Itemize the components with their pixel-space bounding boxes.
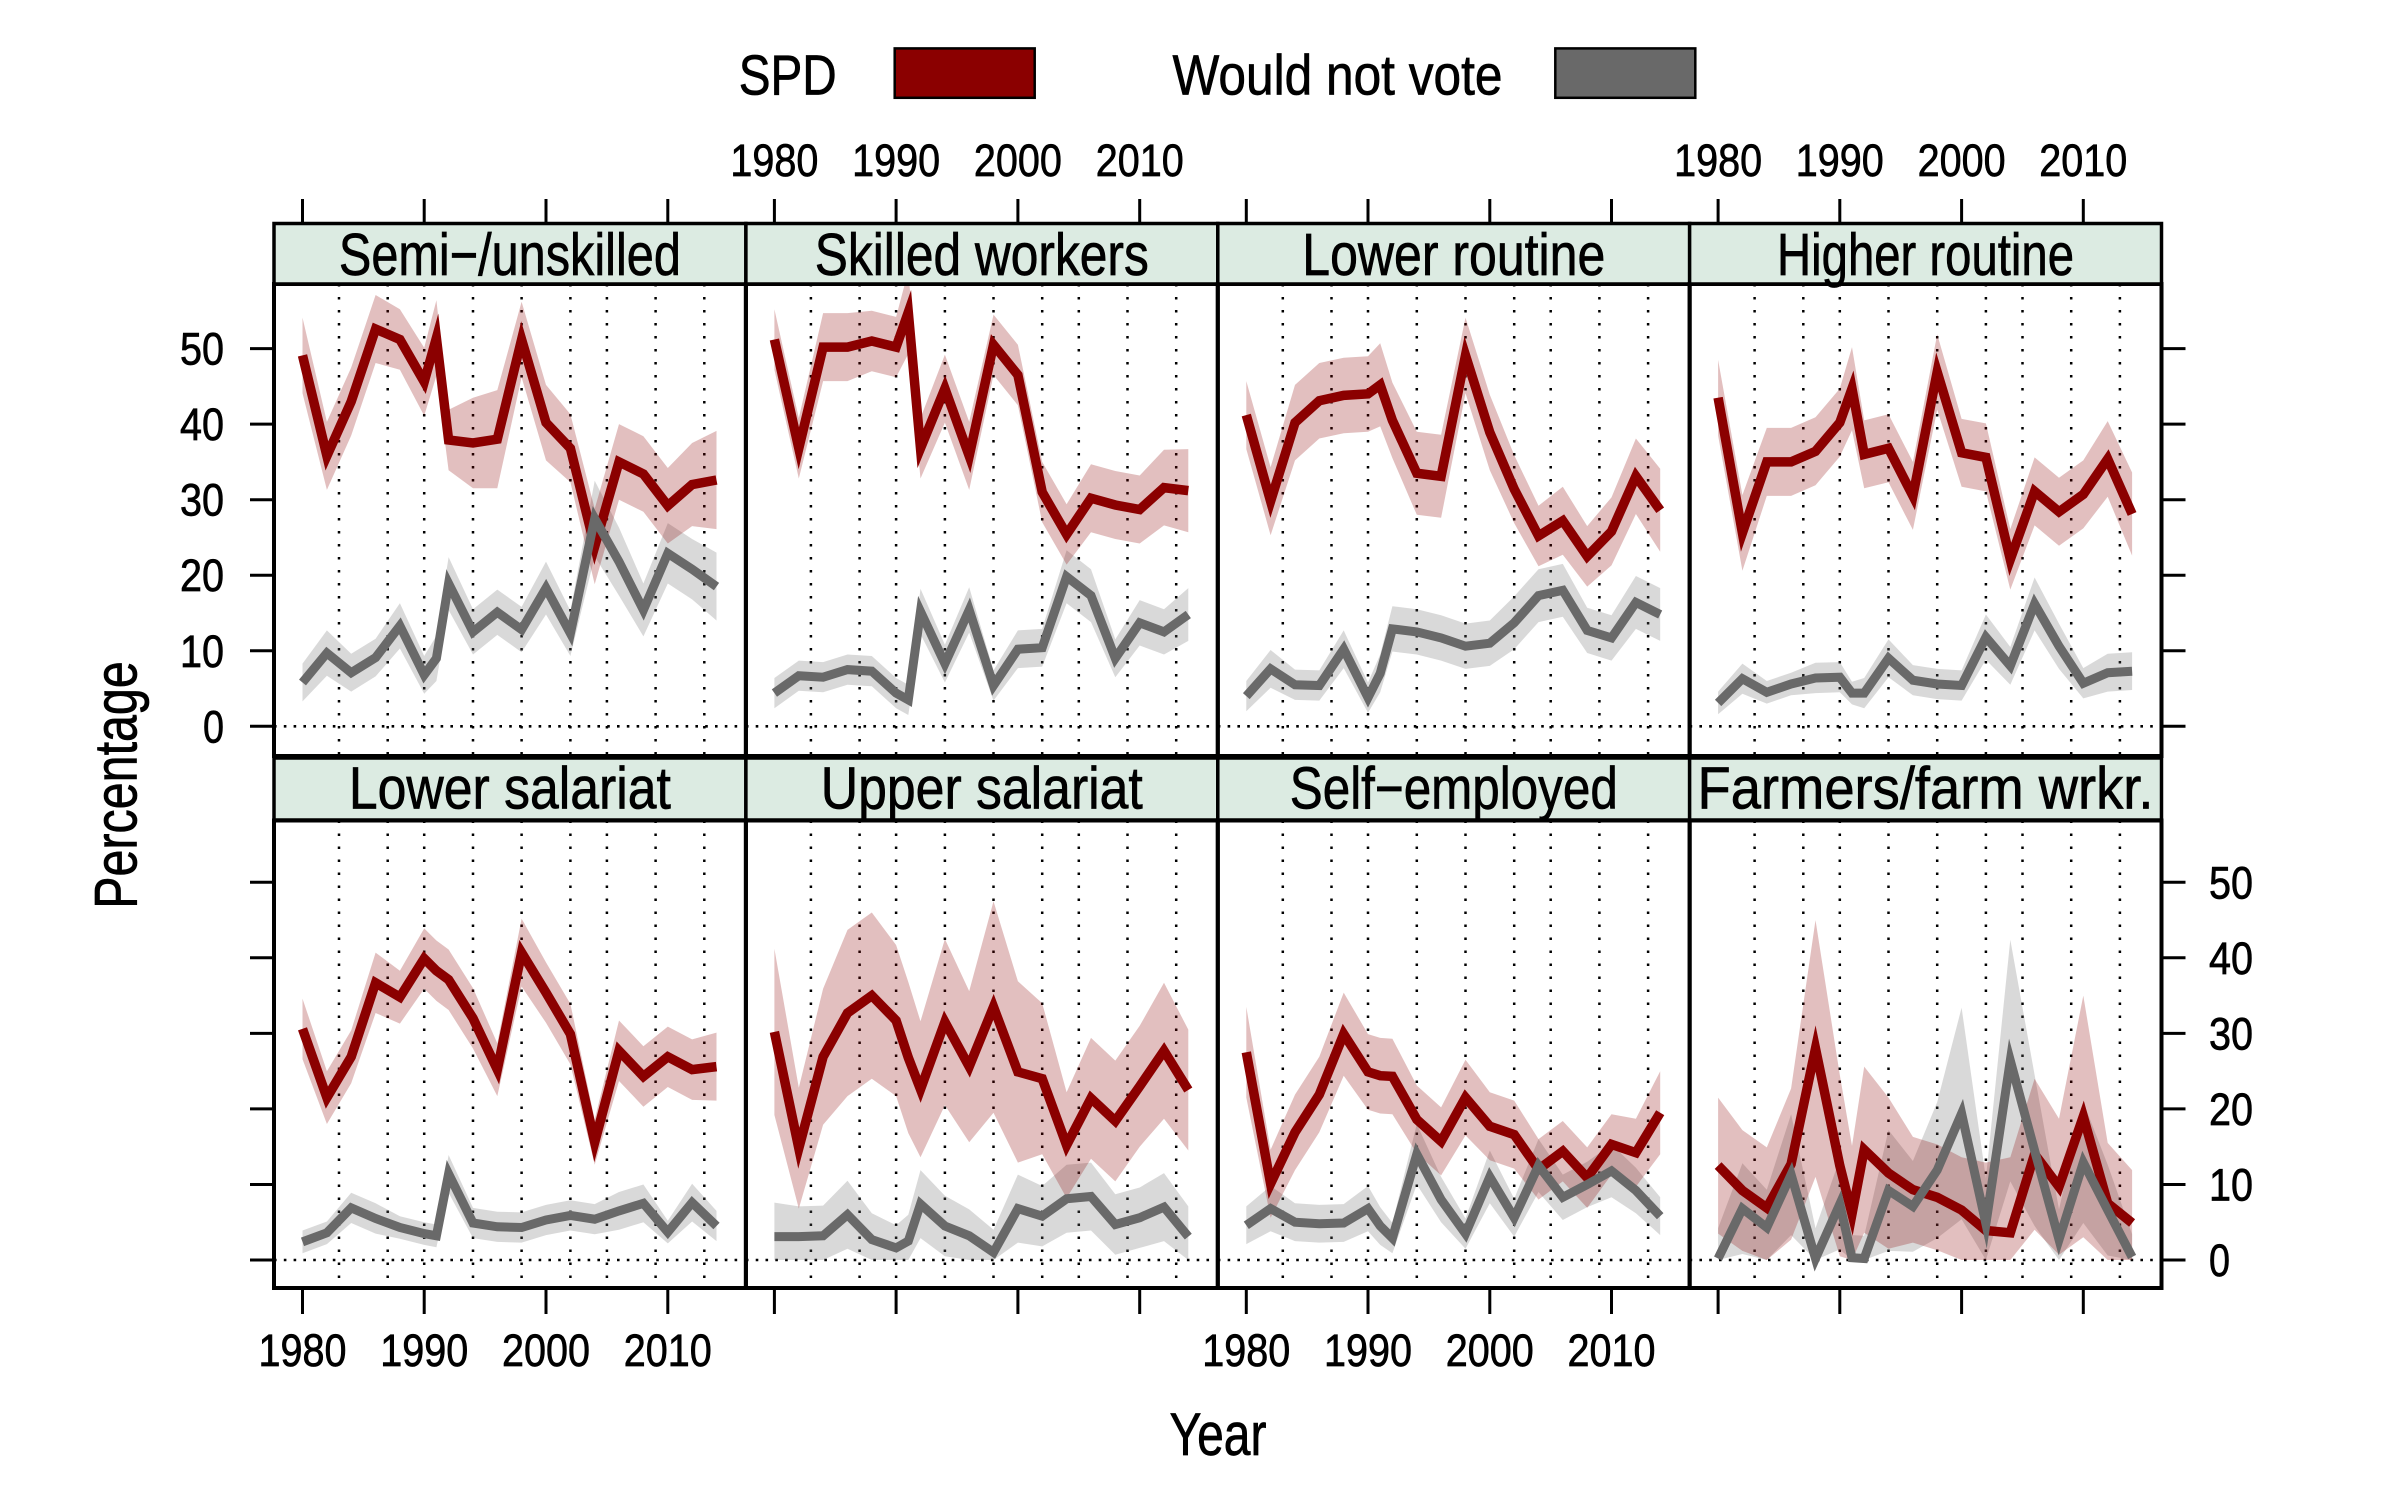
svg-text:2000: 2000 [1918, 135, 2006, 186]
svg-text:10: 10 [180, 626, 224, 677]
svg-text:50: 50 [180, 324, 224, 375]
svg-text:Lower routine: Lower routine [1302, 222, 1605, 288]
svg-text:Upper salariat: Upper salariat [821, 756, 1143, 822]
svg-text:1980: 1980 [259, 1325, 347, 1376]
svg-text:1990: 1990 [380, 1325, 468, 1376]
svg-text:Semi−/unskilled: Semi−/unskilled [339, 222, 681, 288]
svg-text:Year: Year [1170, 1401, 1267, 1468]
svg-text:Skilled workers: Skilled workers [815, 222, 1149, 288]
svg-text:Self−employed: Self−employed [1290, 756, 1618, 822]
svg-text:2000: 2000 [974, 135, 1062, 186]
svg-text:1990: 1990 [852, 135, 940, 186]
svg-text:1990: 1990 [1796, 135, 1884, 186]
svg-text:30: 30 [2209, 1008, 2253, 1059]
svg-text:0: 0 [203, 701, 224, 752]
svg-text:20: 20 [2209, 1084, 2253, 1135]
svg-text:Farmers/farm wrkr.: Farmers/farm wrkr. [1698, 756, 2154, 822]
svg-text:40: 40 [2209, 933, 2253, 984]
svg-text:2010: 2010 [1568, 1325, 1656, 1376]
svg-text:Higher routine: Higher routine [1777, 222, 2074, 288]
svg-text:20: 20 [180, 550, 224, 601]
svg-text:SPD: SPD [739, 44, 837, 108]
svg-text:1980: 1980 [1674, 135, 1762, 186]
svg-text:2000: 2000 [502, 1325, 590, 1376]
svg-text:1980: 1980 [1202, 1325, 1290, 1376]
svg-text:1990: 1990 [1324, 1325, 1412, 1376]
svg-text:2010: 2010 [1096, 135, 1184, 186]
svg-text:40: 40 [180, 399, 224, 450]
svg-text:50: 50 [2209, 857, 2253, 908]
svg-text:2010: 2010 [624, 1325, 712, 1376]
svg-text:10: 10 [2209, 1160, 2253, 1211]
svg-text:2010: 2010 [2039, 135, 2127, 186]
svg-text:1980: 1980 [730, 135, 818, 186]
svg-text:0: 0 [2209, 1235, 2230, 1286]
svg-text:2000: 2000 [1446, 1325, 1534, 1376]
svg-text:Lower salariat: Lower salariat [349, 756, 671, 822]
svg-text:30: 30 [180, 475, 224, 526]
svg-text:Would not vote: Would not vote [1173, 44, 1503, 108]
svg-text:Percentage: Percentage [83, 661, 150, 909]
